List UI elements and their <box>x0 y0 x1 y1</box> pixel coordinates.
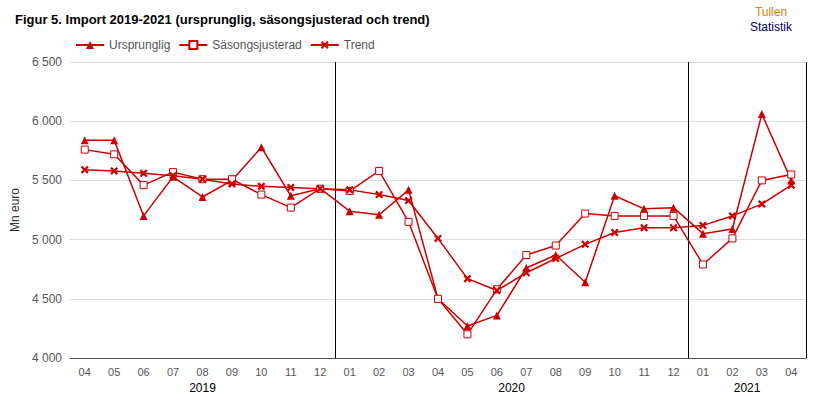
svg-text:06: 06 <box>137 366 149 378</box>
svg-text:03: 03 <box>402 366 414 378</box>
svg-text:6 000: 6 000 <box>32 114 62 128</box>
svg-text:Statistik: Statistik <box>750 20 793 34</box>
svg-text:5 000: 5 000 <box>32 233 62 247</box>
svg-text:01: 01 <box>697 366 709 378</box>
svg-text:01: 01 <box>344 366 356 378</box>
svg-text:09: 09 <box>579 366 591 378</box>
svg-text:12: 12 <box>667 366 679 378</box>
svg-text:03: 03 <box>756 366 768 378</box>
svg-text:Säsongsjusterad: Säsongsjusterad <box>212 38 301 52</box>
svg-text:08: 08 <box>196 366 208 378</box>
svg-text:6 500: 6 500 <box>32 55 62 69</box>
svg-text:02: 02 <box>373 366 385 378</box>
svg-text:06: 06 <box>491 366 503 378</box>
svg-text:11: 11 <box>285 366 296 378</box>
svg-text:10: 10 <box>609 366 621 378</box>
svg-text:4 000: 4 000 <box>32 351 62 365</box>
svg-text:05: 05 <box>461 366 473 378</box>
svg-text:2019: 2019 <box>189 381 216 395</box>
svg-text:04: 04 <box>785 366 797 378</box>
svg-text:Ursprunglig: Ursprunglig <box>109 38 170 52</box>
svg-text:4 500: 4 500 <box>32 292 62 306</box>
svg-text:2020: 2020 <box>498 381 525 395</box>
svg-text:08: 08 <box>550 366 562 378</box>
svg-text:07: 07 <box>167 366 179 378</box>
svg-text:04: 04 <box>79 366 91 378</box>
svg-text:Trend: Trend <box>344 38 375 52</box>
svg-text:10: 10 <box>255 366 267 378</box>
svg-text:02: 02 <box>726 366 738 378</box>
svg-text:07: 07 <box>520 366 532 378</box>
svg-text:Tullen: Tullen <box>755 5 787 19</box>
svg-text:Figur 5. Import 2019-2021 (urs: Figur 5. Import 2019-2021 (ursprunglig, … <box>15 12 430 27</box>
svg-text:09: 09 <box>226 366 238 378</box>
svg-text:05: 05 <box>108 366 120 378</box>
svg-text:04: 04 <box>432 366 444 378</box>
svg-text:2021: 2021 <box>734 381 761 395</box>
svg-text:11: 11 <box>638 366 649 378</box>
svg-text:12: 12 <box>314 366 326 378</box>
svg-text:5 500: 5 500 <box>32 173 62 187</box>
svg-text:Mn euro: Mn euro <box>8 188 22 232</box>
